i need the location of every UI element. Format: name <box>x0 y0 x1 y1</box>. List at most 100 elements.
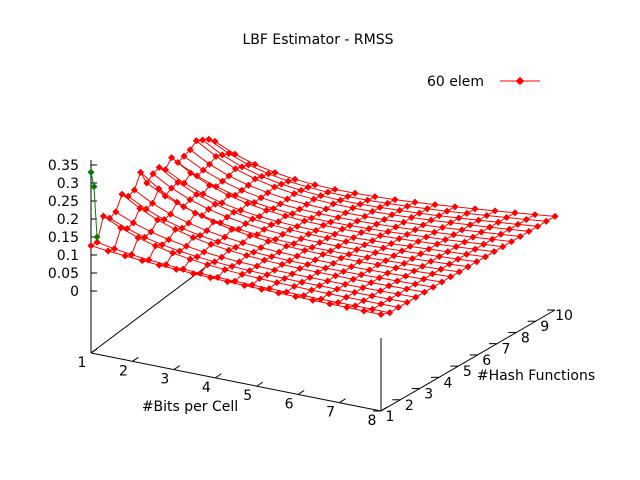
surface-point <box>486 223 494 231</box>
surface-point <box>218 177 227 185</box>
x-axis-label: #Bits per Cell <box>142 399 238 415</box>
surface-point <box>425 245 433 253</box>
surface-point <box>400 218 408 226</box>
surface-point <box>207 240 215 248</box>
tick-mark <box>256 381 263 387</box>
surface-point <box>403 285 411 293</box>
surface-point <box>395 235 403 243</box>
surface-point <box>403 298 411 306</box>
tick-mark <box>132 356 139 362</box>
surface-point <box>231 165 240 173</box>
surface-point <box>290 190 298 198</box>
surface-point <box>155 185 163 193</box>
surface-point <box>360 307 368 315</box>
surface-point <box>172 265 180 273</box>
chart-title: LBF Estimator - RMSS <box>243 32 394 48</box>
surface-point <box>383 199 392 207</box>
surface-point <box>481 253 489 261</box>
surface-point <box>269 205 277 213</box>
surface-point <box>246 267 254 275</box>
surface-point <box>185 219 193 227</box>
surface-point <box>232 243 240 251</box>
surface-point <box>455 214 463 222</box>
z-tick-label: 0.15 <box>48 230 79 246</box>
surface-point <box>284 177 292 185</box>
surface-point <box>376 203 384 211</box>
surface-point <box>522 215 530 224</box>
surface-point <box>277 180 285 188</box>
y-tick-label: 9 <box>540 319 549 335</box>
surface-point <box>488 235 496 243</box>
y-tick-label: 10 <box>555 308 573 324</box>
surface-point <box>412 293 420 301</box>
surface-point <box>368 207 376 216</box>
tick-mark <box>173 365 181 370</box>
surface-point <box>271 266 279 274</box>
surface-point <box>408 255 416 263</box>
surface-point <box>276 200 284 208</box>
surface-point <box>393 277 401 285</box>
y-tick-label: 5 <box>463 364 472 380</box>
surface-point <box>329 259 337 267</box>
surface-point <box>212 183 220 191</box>
surface-point <box>455 268 463 276</box>
surface-point <box>542 217 550 225</box>
x-tick-label: 5 <box>243 388 252 404</box>
surface-point <box>308 243 316 251</box>
surface-point <box>193 172 201 180</box>
surface-point <box>414 237 422 246</box>
surface-point <box>357 228 365 237</box>
surface-point <box>117 224 125 232</box>
y-axis-label: #Hash Functions <box>477 368 595 384</box>
surface-point <box>477 228 485 236</box>
surface-point <box>250 248 258 256</box>
surface-point <box>499 243 507 251</box>
surface-point <box>422 233 430 241</box>
surface-point <box>368 305 377 313</box>
surface-point <box>428 270 436 278</box>
surface-point <box>203 227 211 235</box>
surface-point <box>244 181 252 189</box>
surface-point <box>382 257 390 265</box>
surface-point <box>251 160 259 168</box>
surface-point <box>304 183 312 191</box>
surface-point <box>525 227 533 235</box>
surface-point <box>392 223 400 231</box>
z-tick-label: 0.1 <box>57 248 79 264</box>
surface-point <box>346 221 354 230</box>
surface-point <box>494 218 502 226</box>
surface-point <box>186 196 194 204</box>
surface-point <box>312 226 320 235</box>
surface-point <box>400 259 408 268</box>
surface-point <box>394 290 402 298</box>
surface-point <box>471 205 479 213</box>
surface-point <box>228 225 236 233</box>
surface-point <box>450 231 458 239</box>
x-tick-label: 2 <box>119 363 128 379</box>
surface-point <box>368 237 377 245</box>
surface-point <box>189 270 197 278</box>
surface-point <box>206 274 214 282</box>
surface-point <box>179 265 187 273</box>
accent-series-point <box>93 233 101 241</box>
surface-point <box>193 253 201 261</box>
surface-point <box>223 213 231 221</box>
surface-point <box>297 235 305 243</box>
surface-point <box>420 275 428 283</box>
surface-point <box>214 238 222 246</box>
z-tick-label: 0.05 <box>48 266 79 282</box>
surface-point <box>237 206 245 214</box>
accent-series-line <box>90 172 98 238</box>
surface-col-line <box>152 173 469 268</box>
surface-point <box>439 223 447 232</box>
surface-point <box>186 146 194 154</box>
surface-point <box>337 254 345 262</box>
surface-point <box>386 309 394 317</box>
surface-point <box>411 198 419 206</box>
surface-point <box>296 264 304 273</box>
surface-point <box>419 221 427 229</box>
surface-point <box>292 293 300 301</box>
surface-point <box>147 228 155 236</box>
surface-point <box>334 242 342 250</box>
surface-point <box>224 191 233 199</box>
